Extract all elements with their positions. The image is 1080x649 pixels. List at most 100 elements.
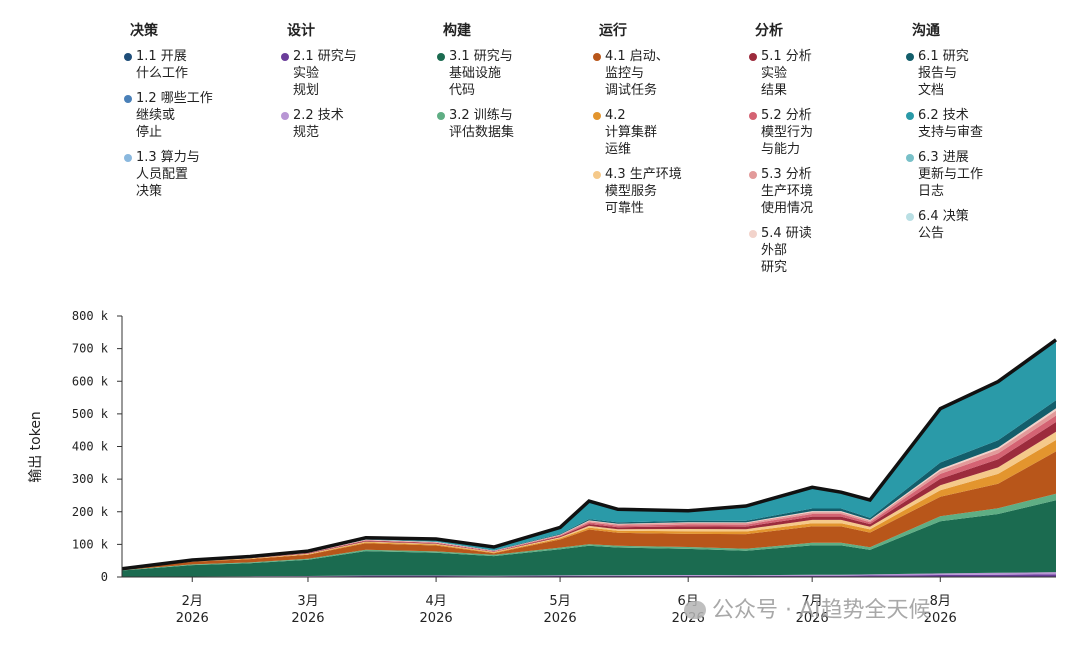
legend-group-decision: 决策 1.1 开展 什么工作 1.2 哪些工作 继续或 停止 1.3 算力与 人… xyxy=(124,20,274,208)
legend-item: 2.2 技术 规范 xyxy=(281,107,431,141)
x-axis: 2月20263月20264月20265月20266月20267月20268月20… xyxy=(122,576,1056,626)
x-tick-label-month: 2月 xyxy=(182,594,203,609)
legend-dot xyxy=(593,171,601,179)
area-series-3 xyxy=(122,574,1056,577)
total-outline xyxy=(121,338,1058,571)
legend-item: 6.1 研究 报告与 文档 xyxy=(906,48,1056,99)
legend-group-design: 设计 2.1 研究与 实验 规划 2.2 技术 规范 xyxy=(281,20,431,149)
legend-label: 6.1 研究 报告与 文档 xyxy=(918,49,969,98)
legend-label: 5.1 分析 实验 结果 xyxy=(761,49,812,98)
legend-item: 6.3 进展 更新与工作 日志 xyxy=(906,149,1056,200)
x-tick-label-month: 5月 xyxy=(549,594,570,609)
legend-label: 6.4 决策 公告 xyxy=(918,209,969,241)
x-tick-label-month: 8月 xyxy=(930,594,951,609)
legend-label: 4.3 生产环境 模型服务 可靠性 xyxy=(605,167,682,216)
legend-group-title: 运行 xyxy=(599,23,627,39)
legend-item: 1.2 哪些工作 继续或 停止 xyxy=(124,90,274,141)
legend-dot xyxy=(906,213,914,221)
x-tick-label-month: 7月 xyxy=(802,594,823,609)
legend-dot xyxy=(124,154,132,162)
area-series-5 xyxy=(122,500,1056,577)
legend-label: 3.1 研究与 基础设施 代码 xyxy=(449,49,513,98)
legend-label: 6.2 技术 支持与审查 xyxy=(918,108,984,140)
y-tick-label: 600 k xyxy=(72,374,109,388)
legend-group-communicate: 沟通 6.1 研究 报告与 文档 6.2 技术 支持与审查 6.3 进展 更新与… xyxy=(906,20,1056,250)
legend-dot xyxy=(593,53,601,61)
x-tick-label-year: 2026 xyxy=(176,611,209,626)
legend-item: 4.3 生产环境 模型服务 可靠性 xyxy=(593,166,743,217)
x-tick-label-year: 2026 xyxy=(420,611,453,626)
legend-item: 3.1 研究与 基础设施 代码 xyxy=(437,48,587,99)
legend-label: 4.1 启动、 监控与 调试任务 xyxy=(605,49,669,98)
x-tick-label-year: 2026 xyxy=(291,611,324,626)
legend-group-title: 沟通 xyxy=(912,23,940,39)
legend-group-title: 设计 xyxy=(287,23,315,39)
legend-label: 4.2 计算集群 运维 xyxy=(605,108,658,157)
legend-dot xyxy=(749,171,757,179)
y-tick-label: 400 k xyxy=(72,440,109,454)
legend-item: 4.2 计算集群 运维 xyxy=(593,107,743,158)
y-tick-label: 500 k xyxy=(72,407,109,421)
legend-label: 1.2 哪些工作 继续或 停止 xyxy=(136,91,213,140)
legend-label: 2.2 技术 规范 xyxy=(293,108,344,140)
y-tick-label: 100 k xyxy=(72,537,109,551)
x-tick-label-year: 2026 xyxy=(924,611,957,626)
area-layers xyxy=(122,339,1056,577)
legend-dot xyxy=(906,112,914,120)
legend-dot xyxy=(281,53,289,61)
legend-item: 6.2 技术 支持与审查 xyxy=(906,107,1056,141)
legend-dot xyxy=(749,230,757,238)
legend-label: 5.2 分析 模型行为 与能力 xyxy=(761,108,814,157)
legend-group-analyze: 分析 5.1 分析 实验 结果 5.2 分析 模型行为 与能力 5.3 分析 生… xyxy=(749,20,899,284)
legend-group-run: 运行 4.1 启动、 监控与 调试任务 4.2 计算集群 运维 4.3 生产环境… xyxy=(593,20,743,225)
legend-label: 1.3 算力与 人员配置 决策 xyxy=(136,150,200,199)
y-tick-label: 700 k xyxy=(72,342,109,356)
legend-dot xyxy=(281,112,289,120)
x-tick-label-year: 2026 xyxy=(544,611,577,626)
legend-dot xyxy=(906,53,914,61)
legend-item: 5.3 分析 生产环境 使用情况 xyxy=(749,166,899,217)
legend-group-title: 分析 xyxy=(755,23,783,39)
legend-label: 3.2 训练与 评估数据集 xyxy=(449,108,515,140)
x-tick-label-year: 2026 xyxy=(796,611,829,626)
legend-label: 2.1 研究与 实验 规划 xyxy=(293,49,357,98)
legend-group-title: 决策 xyxy=(130,23,158,39)
legend-group-build: 构建 3.1 研究与 基础设施 代码 3.2 训练与 评估数据集 xyxy=(437,20,587,149)
legend-dot xyxy=(749,53,757,61)
x-tick-label-month: 3月 xyxy=(297,594,318,609)
y-tick-label: 0 xyxy=(101,570,108,584)
y-tick-label: 800 k xyxy=(72,309,109,323)
legend-item: 3.2 训练与 评估数据集 xyxy=(437,107,587,141)
legend-item: 5.2 分析 模型行为 与能力 xyxy=(749,107,899,158)
legend-item: 5.4 研读 外部 研究 xyxy=(749,225,899,276)
area-series-4 xyxy=(122,572,1056,577)
x-tick-label-month: 4月 xyxy=(425,594,446,609)
legend-dot xyxy=(749,112,757,120)
legend-dot xyxy=(124,53,132,61)
y-axis: 0 100 k 200 k 300 k 400 k 500 k 600 k 700 k 800 … xyxy=(72,309,123,584)
legend-label: 1.1 开展 什么工作 xyxy=(136,49,189,81)
wechat-icon xyxy=(684,601,706,619)
watermark: 公众号 · AI趋势全天候 xyxy=(684,592,931,624)
legend-dot xyxy=(906,154,914,162)
legend-dot xyxy=(437,53,445,61)
y-tick-label: 200 k xyxy=(72,505,109,519)
legend-item: 2.1 研究与 实验 规划 xyxy=(281,48,431,99)
legend-label: 5.3 分析 生产环境 使用情况 xyxy=(761,167,814,216)
legend-item: 1.3 算力与 人员配置 决策 xyxy=(124,149,274,200)
legend-group-title: 构建 xyxy=(443,23,471,39)
legend-item: 1.1 开展 什么工作 xyxy=(124,48,274,82)
y-tick-label: 300 k xyxy=(72,472,109,486)
area-series-7 xyxy=(122,451,1056,571)
legend-dot xyxy=(437,112,445,120)
legend-dot xyxy=(593,112,601,120)
legend-item: 5.1 分析 实验 结果 xyxy=(749,48,899,99)
legend-item: 4.1 启动、 监控与 调试任务 xyxy=(593,48,743,99)
y-axis-title: 输出 token xyxy=(28,411,44,483)
watermark-text: 公众号 · AI趋势全天候 xyxy=(712,598,931,623)
legend-dot xyxy=(124,95,132,103)
legend-label: 5.4 研读 外部 研究 xyxy=(761,226,812,275)
legend-label: 6.3 进展 更新与工作 日志 xyxy=(918,150,984,199)
legend-item: 6.4 决策 公告 xyxy=(906,208,1056,242)
